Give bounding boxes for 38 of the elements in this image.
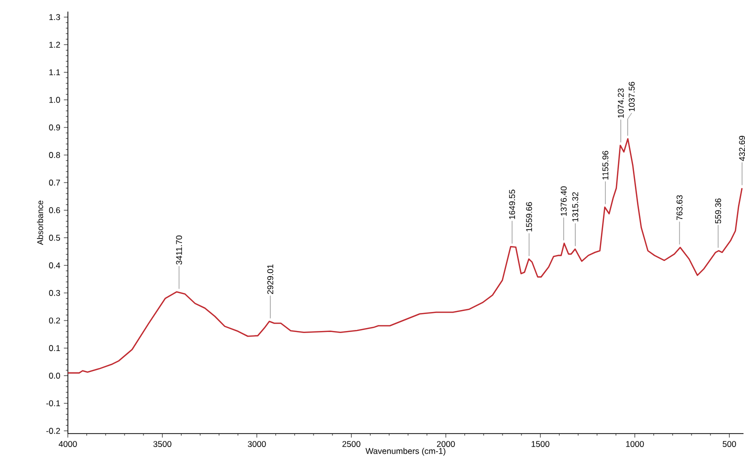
annotation: 763.63 [676, 195, 682, 220]
annotation: 432.69 [739, 136, 745, 162]
y-tick-label: 1.2 [49, 42, 60, 48]
x-tick-label: 2000 [436, 441, 455, 448]
x-axis-title: Wavenumbers (cm-1) [366, 448, 446, 456]
y-tick-label: 0.1 [49, 345, 60, 352]
y-tick-label: 1.1 [49, 70, 60, 76]
y-tick-label: 0.5 [49, 234, 60, 241]
annotation: 3411.70 [176, 236, 182, 265]
y-tick-label: 0.3 [49, 290, 60, 296]
y-tick-label: 1.0 [49, 97, 60, 103]
annotation: 2929.01 [267, 264, 274, 294]
y-tick-label: 0.8 [49, 152, 60, 158]
x-tick-label: 3500 [153, 441, 172, 448]
x-tick-label: 4000 [58, 441, 77, 448]
x-tick-label: 2500 [342, 441, 360, 448]
x-tick-label: 3000 [248, 441, 266, 448]
annotation: 559.36 [715, 198, 722, 224]
annotation: 1559.66 [526, 202, 532, 232]
y-tick-label: -0.1 [46, 400, 60, 406]
annotation: 1037.56 [628, 82, 635, 112]
y-tick-label: 0.7 [49, 180, 60, 186]
y-tick-label: 0.2 [49, 318, 60, 324]
x-tick-label: 1000 [626, 441, 644, 448]
annotation: 1074.23 [618, 88, 624, 118]
y-tick-label: 0.4 [49, 262, 60, 268]
y-axis-title: Absorbance [36, 200, 44, 246]
annotation: 1376.40 [560, 186, 567, 216]
y-tick-label: 0.6 [49, 207, 60, 214]
y-tick-label: 1.3 [49, 14, 60, 20]
annotation: 1315.32 [572, 192, 578, 222]
annotation: 1155.96 [602, 151, 608, 180]
x-tick-label: 500 [722, 441, 736, 448]
y-tick-label: -0.2 [46, 428, 60, 434]
y-tick-label: 0.0 [49, 372, 60, 379]
x-tick-label: 1500 [532, 441, 550, 448]
y-tick-label: 0.9 [49, 124, 60, 131]
annotation: 1649.55 [509, 190, 516, 220]
